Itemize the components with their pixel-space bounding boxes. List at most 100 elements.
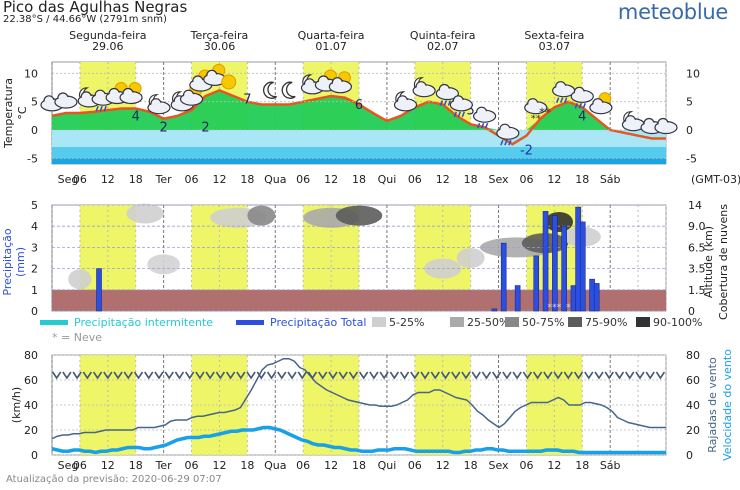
x-tick-label: Qua	[264, 459, 286, 472]
wind-direction-arrow	[645, 371, 655, 380]
x-tick-label: 06	[296, 459, 310, 472]
wind-direction-arrow	[82, 371, 93, 380]
day-name: Terça-feira	[190, 29, 249, 42]
wind-direction-arrow	[635, 371, 645, 380]
wind-direction-arrow	[92, 371, 103, 380]
precipitation-bar	[491, 308, 498, 312]
precipitation-panel: 0 01 1.52 3.53 6.54 9.05 14* * * *Precipitação (mm…	[1, 199, 730, 320]
rain-drop	[439, 100, 444, 106]
precipitation-bar	[96, 268, 102, 312]
wind-direction-arrow	[502, 371, 512, 380]
wind-panel: 0 0 20 20 40 40 60 60 80 80 (km/h) Rajadas de vento…	[10, 349, 734, 462]
y-tick-left: 5	[31, 199, 38, 212]
day-name: Quinta-feira	[410, 29, 476, 42]
x-tick-label: 12	[547, 173, 561, 186]
wind-direction-arrow	[338, 371, 348, 380]
x-tick-label: Sáb	[600, 173, 621, 186]
x-tick-label: Sex	[489, 459, 510, 472]
y-tick-right: 5	[686, 96, 693, 109]
x-tick-label: 06	[519, 459, 533, 472]
rain-drop	[453, 111, 458, 118]
cloud-fill	[656, 122, 676, 133]
windspeed-line	[51, 425, 666, 455]
cloud-fill	[474, 111, 495, 122]
y-axis-label-right-2: Cobertura de nuvens	[717, 204, 730, 320]
wind-direction-arrow	[573, 371, 584, 380]
y-tick-left: 60	[24, 374, 38, 387]
x-tick-label: 12	[324, 173, 338, 186]
warm-area	[52, 90, 666, 130]
rain-icon	[570, 86, 594, 109]
rain-drop	[500, 139, 504, 146]
y-tick-left: 1	[31, 284, 38, 297]
snow-label-icon: **	[539, 106, 551, 120]
y-axis-label: Temperatura	[2, 78, 15, 149]
wind-direction-arrow	[420, 371, 430, 380]
cloud-fill	[525, 102, 546, 113]
legend-swatch	[372, 317, 386, 327]
y-tick-right: 3.5	[688, 263, 706, 276]
cloud-fill	[148, 102, 169, 113]
legend-swatch	[450, 317, 464, 327]
brand-logo[interactable]: meteoblue	[617, 0, 728, 24]
wind-direction-arrow	[389, 371, 400, 380]
x-tick-label: 12	[101, 459, 115, 472]
wind-direction-arrow	[195, 371, 205, 380]
x-tick-label: 06	[296, 173, 310, 186]
wind-direction-arrow	[225, 371, 236, 380]
y-tick-left: -5	[27, 152, 38, 165]
wind-direction-arrow	[287, 371, 297, 380]
wind-direction-arrow	[522, 371, 533, 380]
wind-direction-arrow	[103, 371, 113, 380]
wind-direction-arrow	[154, 371, 164, 380]
wind-direction-arrow	[236, 371, 246, 380]
day-name: Quarta-feira	[298, 29, 365, 42]
y-tick-right: 0	[688, 305, 695, 318]
cloud-cover	[247, 205, 276, 226]
y-tick-left: 80	[24, 349, 38, 362]
wind-direction-arrow	[532, 371, 543, 380]
x-tick-label: Ter	[155, 459, 173, 472]
temperature-label: 6	[355, 98, 363, 113]
day-date: 01.07	[315, 40, 347, 53]
wind-direction-arrow	[410, 371, 420, 380]
cloud-fill	[497, 128, 518, 139]
x-tick-label: Qui	[378, 459, 397, 472]
day-date: 30.06	[204, 40, 236, 53]
rain-drop	[99, 105, 103, 112]
update-timestamp: Atualização da previsão: 2020-06-29 07:0…	[6, 474, 222, 485]
x-tick-label: 18	[240, 173, 254, 186]
wind-direction-arrow	[256, 371, 266, 380]
cloud-fill	[572, 91, 593, 102]
wind-direction-arrow	[471, 371, 481, 380]
wind-direction-arrow	[512, 371, 522, 380]
rain-drop	[461, 111, 466, 118]
rain-drop	[582, 103, 586, 109]
wind-direction-arrow	[358, 371, 369, 380]
legend-label: Precipitação intermitente	[74, 316, 213, 329]
wind-direction-arrow	[614, 371, 625, 380]
cloud-fill	[623, 119, 644, 130]
wind-direction-arrow	[440, 371, 451, 380]
wind-direction-arrow	[185, 371, 195, 380]
wind-direction-arrow	[461, 371, 471, 380]
snow-mark: *	[566, 303, 571, 313]
precipitation-bar	[500, 242, 507, 312]
cloud-cover	[126, 203, 164, 224]
y-tick-right: 10	[686, 67, 700, 80]
wind-direction-arrow	[318, 371, 328, 380]
cloud-cover	[456, 248, 485, 268]
wind-direction-arrow	[481, 371, 492, 380]
x-tick-label: 18	[575, 459, 589, 472]
rain-icon	[449, 95, 473, 118]
y-tick-left: 2	[31, 263, 38, 276]
precipitation-bar	[570, 285, 577, 312]
legend-label: 75-90%	[585, 316, 627, 329]
x-tick-label: 12	[324, 459, 338, 472]
x-tick-label: 18	[464, 459, 478, 472]
rain-drop	[563, 97, 568, 103]
legend-label: 50-75%	[522, 316, 564, 329]
snow-marker: **	[539, 106, 551, 120]
wind-direction-arrow	[594, 371, 604, 380]
